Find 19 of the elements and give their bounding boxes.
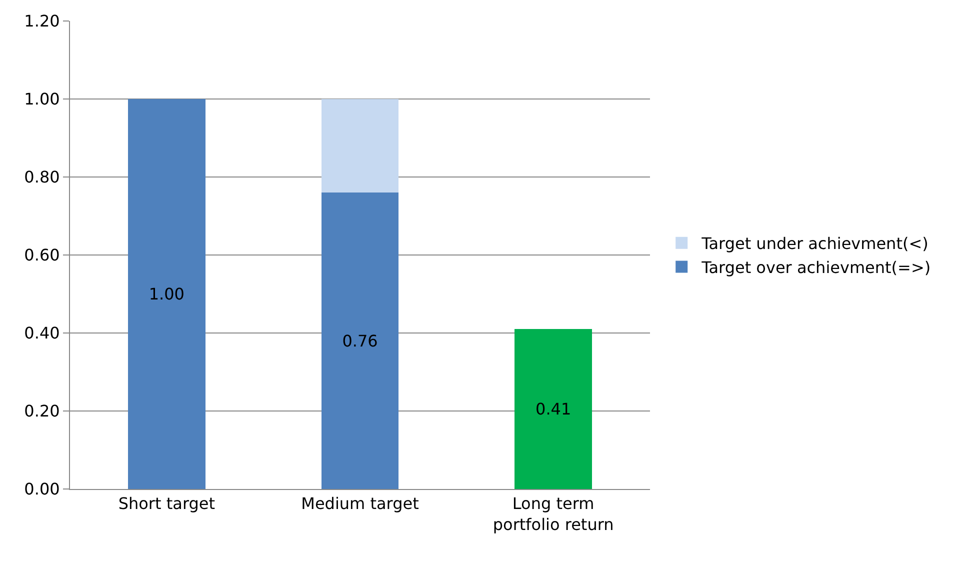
y-tick-label: 0.00	[24, 480, 60, 499]
bar	[128, 99, 206, 489]
y-tick-label: 1.20	[24, 12, 60, 31]
x-tick-label: Short target	[118, 494, 216, 514]
data-label: 0.41	[536, 400, 572, 419]
y-tick-label: 1.00	[24, 90, 60, 109]
y-tick-label: 0.40	[24, 324, 60, 343]
x-tick-label: Long term portfolio return	[492, 494, 614, 534]
bar	[321, 99, 399, 193]
legend-label: Target over achievment(=>)	[700, 258, 931, 277]
y-tick-label: 0.80	[24, 168, 60, 187]
data-label: 1.00	[148, 284, 184, 304]
bar	[514, 329, 592, 489]
bar	[321, 192, 399, 489]
y-tick-label: 0.60	[24, 246, 60, 265]
y-tick-label: 0.20	[24, 402, 60, 421]
data-label: 0.76	[342, 331, 378, 350]
legend-label: Target under achievment(<)	[700, 234, 928, 254]
x-tick-label: Medium target	[301, 494, 419, 514]
